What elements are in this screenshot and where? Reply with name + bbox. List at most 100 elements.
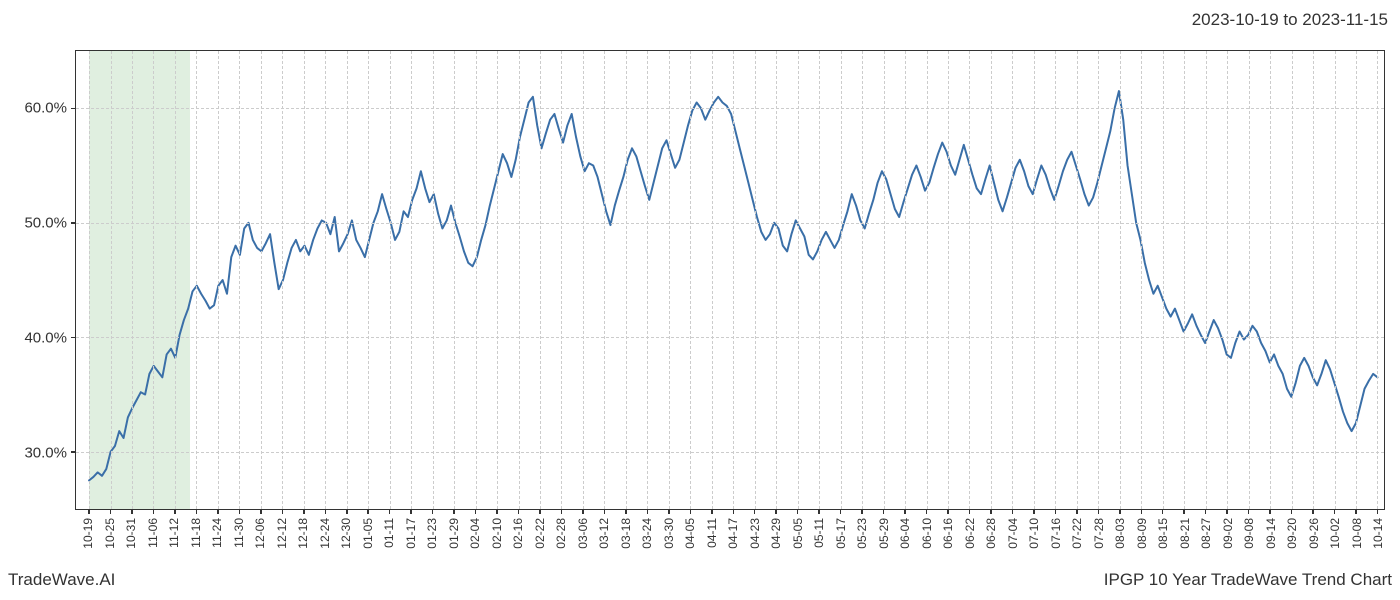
x-tick-mark [1355,509,1357,514]
grid-line-horizontal [76,108,1384,109]
x-tick-mark [711,509,713,514]
x-tick-label: 06-10 [920,518,934,549]
grid-line-vertical [1377,51,1378,509]
x-tick-label: 07-22 [1070,518,1084,549]
x-tick-label: 05-11 [812,518,826,548]
x-tick-label: 08-21 [1178,518,1192,549]
grid-line-vertical [1270,51,1271,509]
x-tick-mark [647,509,649,514]
x-tick-mark [883,509,885,514]
x-tick-label: 06-04 [898,518,912,549]
grid-line-vertical [282,51,283,509]
grid-line-vertical [927,51,928,509]
x-tick-label: 03-06 [576,518,590,549]
x-tick-label: 03-18 [619,518,633,549]
x-tick-label: 10-02 [1328,518,1342,549]
grid-line-vertical [454,51,455,509]
x-tick-label: 09-08 [1242,518,1256,549]
x-tick-label: 02-04 [468,518,482,549]
x-tick-mark [904,509,906,514]
x-tick-label: 04-17 [726,518,740,549]
x-tick-label: 07-10 [1027,518,1041,549]
grid-line-vertical [261,51,262,509]
grid-line-vertical [196,51,197,509]
x-tick-mark [604,509,606,514]
x-tick-mark [818,509,820,514]
grid-line-vertical [519,51,520,509]
grid-line-vertical [540,51,541,509]
grid-line-vertical [1012,51,1013,509]
x-tick-mark [797,509,799,514]
x-tick-mark [1055,509,1057,514]
x-tick-label: 06-16 [941,518,955,549]
grid-line-vertical [690,51,691,509]
x-tick-label: 10-31 [124,518,138,549]
x-tick-label: 02-22 [533,518,547,549]
x-tick-label: 03-12 [597,518,611,549]
grid-line-vertical [153,51,154,509]
grid-line-vertical [1292,51,1293,509]
x-tick-label: 01-29 [447,518,461,549]
grid-line-vertical [647,51,648,509]
brand-label: TradeWave.AI [8,570,115,590]
grid-line-vertical [111,51,112,509]
x-tick-mark [733,509,735,514]
x-tick-mark [947,509,949,514]
x-tick-label: 10-14 [1371,518,1385,549]
x-tick-label: 08-15 [1156,518,1170,549]
x-tick-mark [969,509,971,514]
grid-line-vertical [712,51,713,509]
x-tick-mark [1226,509,1228,514]
x-tick-mark [690,509,692,514]
x-tick-mark [775,509,777,514]
x-tick-mark [582,509,584,514]
x-tick-label: 11-06 [146,518,160,548]
x-tick-mark [432,509,434,514]
x-tick-mark [754,509,756,514]
y-tick-label: 30.0% [24,444,75,461]
x-tick-label: 06-22 [963,518,977,549]
x-tick-label: 10-19 [81,518,95,549]
grid-line-vertical [1077,51,1078,509]
grid-line-vertical [561,51,562,509]
grid-line-vertical [411,51,412,509]
x-tick-label: 01-23 [425,518,439,549]
x-tick-mark [453,509,455,514]
x-tick-label: 09-26 [1307,518,1321,549]
x-tick-mark [389,509,391,514]
x-tick-label: 04-05 [683,518,697,549]
x-tick-label: 05-29 [877,518,891,549]
grid-line-vertical [239,51,240,509]
x-tick-mark [367,509,369,514]
x-tick-mark [1119,509,1121,514]
x-tick-mark [1205,509,1207,514]
y-tick-label: 60.0% [24,99,75,116]
grid-line-vertical [626,51,627,509]
x-tick-label: 02-10 [490,518,504,549]
grid-line-vertical [1227,51,1228,509]
x-tick-label: 12-18 [296,518,310,549]
x-tick-mark [1098,509,1100,514]
x-tick-mark [1033,509,1035,514]
grid-line-vertical [991,51,992,509]
grid-line-vertical [132,51,133,509]
grid-line-vertical [1141,51,1142,509]
x-tick-label: 07-28 [1092,518,1106,549]
grid-line-horizontal [76,452,1384,453]
x-tick-mark [131,509,133,514]
y-tick-label: 50.0% [24,214,75,231]
x-tick-label: 08-03 [1113,518,1127,549]
x-tick-mark [840,509,842,514]
grid-line-vertical [862,51,863,509]
x-tick-mark [1377,509,1379,514]
x-tick-mark [668,509,670,514]
x-tick-label: 02-16 [511,518,525,549]
x-tick-label: 10-25 [103,518,117,549]
x-tick-label: 09-02 [1221,518,1235,549]
x-tick-mark [861,509,863,514]
date-range-label: 2023-10-19 to 2023-11-15 [1192,10,1388,30]
x-tick-mark [1076,509,1078,514]
grid-line-vertical [1163,51,1164,509]
x-tick-mark [518,509,520,514]
grid-line-vertical [1206,51,1207,509]
